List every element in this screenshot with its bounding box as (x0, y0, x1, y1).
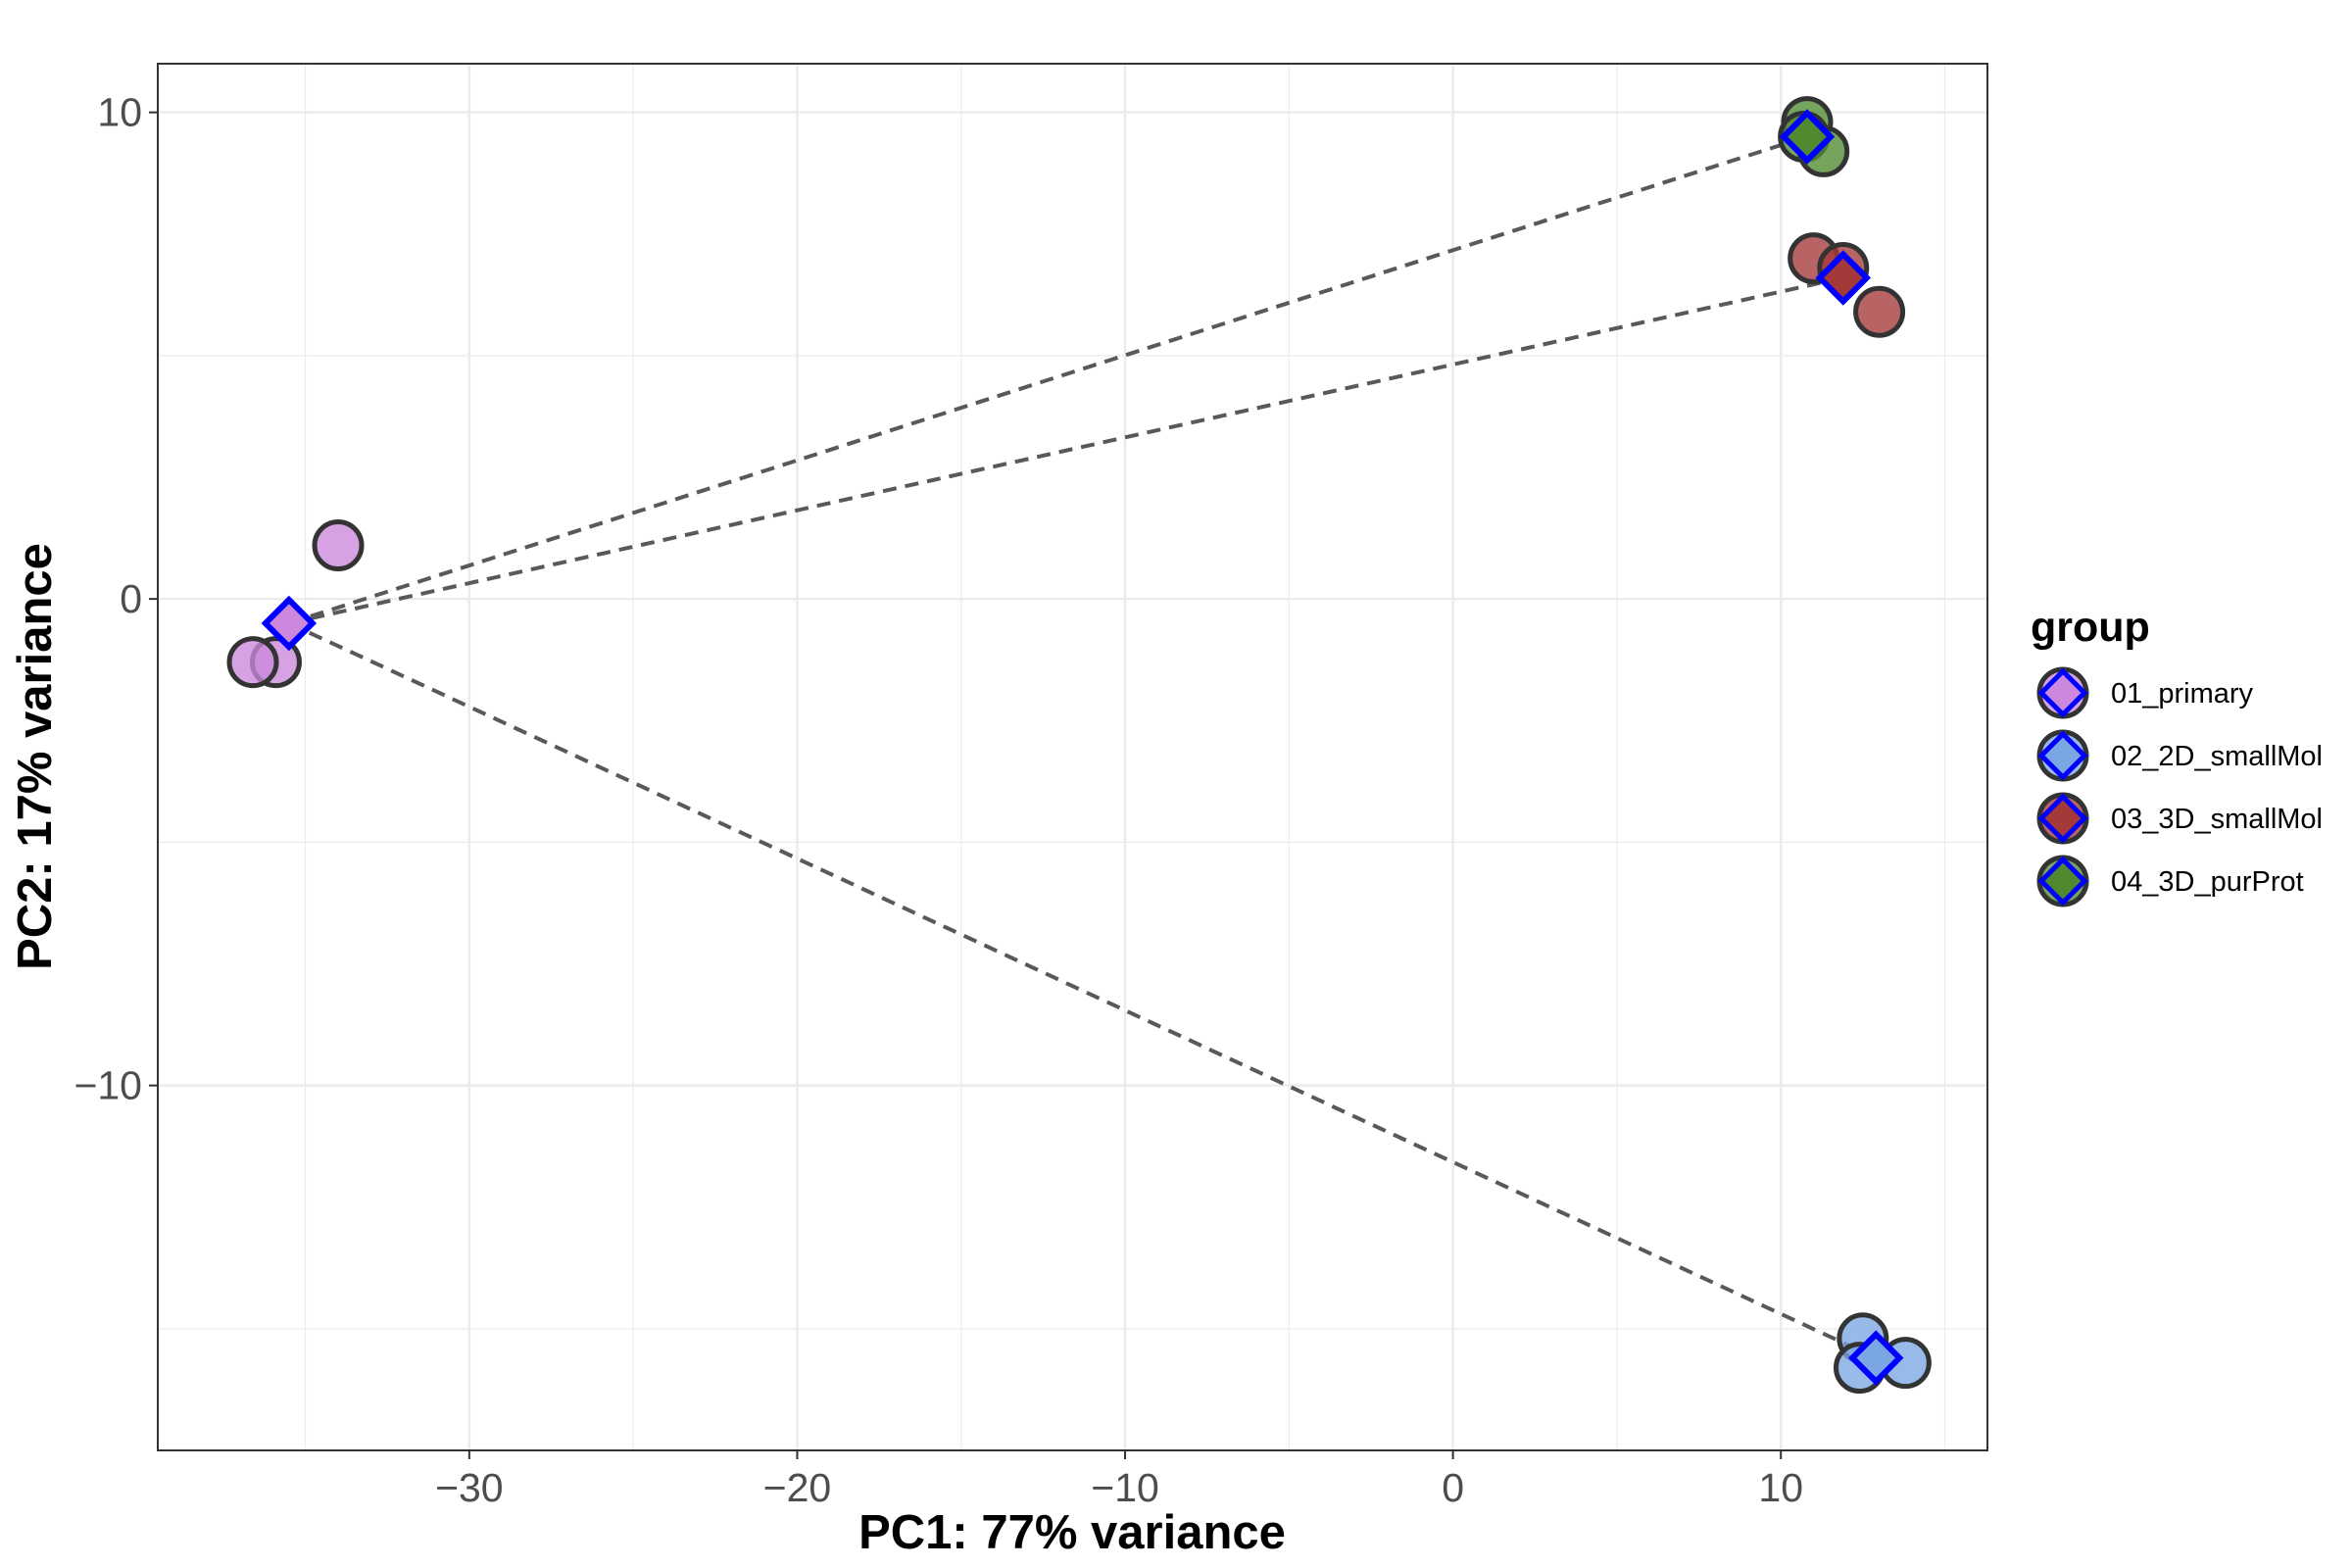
centroid-marker (1779, 109, 1836, 165)
legend-key-diamond (2037, 730, 2088, 781)
panel-border (157, 63, 1988, 1451)
centroid-marker (1815, 250, 1872, 306)
legend-label: 04_3D_purProt (2111, 866, 2304, 898)
legend-label: 02_2D_smallMol (2111, 741, 2323, 772)
data-point (226, 636, 279, 689)
legend-key-diamond (2037, 667, 2088, 718)
centroid-marker (1847, 1330, 1904, 1386)
y-tick-label: 0 (120, 576, 142, 621)
y-axis-ticks: −10 0 10 (74, 90, 158, 1108)
legend-key-diamond (2037, 793, 2088, 844)
x-tick-label: −10 (1091, 1465, 1159, 1510)
data-points (226, 96, 1932, 1395)
x-tick-label: −20 (763, 1465, 832, 1510)
legend-title: group (2031, 604, 2150, 651)
x-tick-label: 10 (1758, 1465, 1803, 1510)
y-tick-label: 10 (97, 90, 142, 135)
y-tick-label: −10 (74, 1063, 142, 1108)
connector-lines (287, 134, 1878, 1360)
group-centroids (261, 109, 1904, 1386)
x-tick-label: 0 (1442, 1465, 1464, 1510)
grid (158, 64, 1987, 1450)
y-axis-title: PC2: 17% variance (9, 543, 62, 970)
connector-line (288, 134, 1808, 625)
data-point (1853, 285, 1906, 338)
data-point (312, 519, 365, 572)
legend: group 01_primary 02_2D_smallMol 03_3D_smal… (2031, 604, 2323, 907)
legend-label: 03_3D_smallMol (2111, 804, 2323, 835)
x-axis-title: PC1: 77% variance (858, 1506, 1286, 1559)
connector-line (288, 275, 1844, 625)
legend-key-diamond (2037, 856, 2088, 906)
legend-items: 01_primary 02_2D_smallMol 03_3D_smallMol 04… (2036, 666, 2323, 907)
legend-label: 01_primary (2111, 678, 2254, 710)
connector-line (287, 621, 1878, 1360)
x-tick-label: −30 (435, 1465, 504, 1510)
centroid-marker (261, 595, 318, 652)
x-axis-ticks: −30 −20 −10 0 10 (435, 1450, 1803, 1510)
